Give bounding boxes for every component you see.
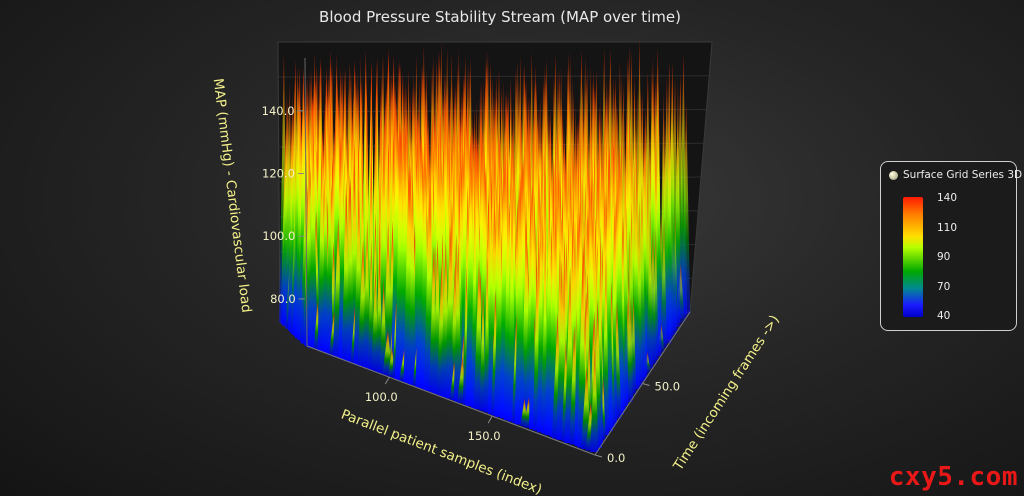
legend-title: Surface Grid Series 3D [889,169,1022,181]
surface-spike [487,178,494,414]
x-axis-ticks: 100.0 150.0 [365,376,501,443]
surface-spike [345,177,355,362]
legend-tick: 140 [937,192,958,204]
surface-spike [483,253,490,413]
watermark-logo: cxy5.com [888,462,1018,492]
surface-spike [646,206,654,369]
plot-area[interactable]: 80.0 100.0 120.0 140.0 100.0 150.0 0.0 50.0 M… [0,0,1000,496]
legend-tick: 90 [937,251,951,263]
surface-spike [536,195,545,433]
surface-spike [379,278,387,374]
surface-spike [590,347,599,453]
surface-spike [479,287,486,411]
chart-title: Blood Pressure Stability Stream (MAP ove… [319,8,681,26]
x-tick-mark [487,415,493,424]
y-axis-ticks: 0.0 50.0 [594,380,681,465]
surface-spike [528,170,536,430]
legend-title-text: Surface Grid Series 3D [903,169,1023,181]
surface-mesh [279,37,691,453]
z-tick-label: 100.0 [262,229,295,243]
surface-spike [514,172,525,425]
box-edge-left [304,57,308,347]
y-axis-label: Time (incoming frames ->) [670,312,783,474]
y-tick-label: 0.0 [607,451,625,465]
legend-tick: 40 [937,310,951,322]
legend-series-dot-icon [889,170,898,180]
wall-grid-line [278,75,710,78]
x-tick-label: 150.0 [468,429,501,443]
surface-spike [308,124,318,348]
y-tick-label: 50.0 [655,380,681,394]
surface-spike [326,133,333,355]
legend-tick: 70 [937,281,951,293]
z-axis-ticks: 80.0 100.0 120.0 140.0 [262,104,305,306]
surface-spike [362,218,371,368]
z-tick-label: 80.0 [270,292,296,306]
z-axis-label: MAP (mmHg) - Cardiovascular load [210,77,255,313]
surface-spike [408,173,417,385]
surface-spike [317,150,325,352]
surface-spike [322,125,329,353]
z-tick-label: 140.0 [262,104,295,118]
surface-spike [678,52,688,319]
x-tick-label: 100.0 [365,390,398,404]
surface-spike [445,224,454,399]
surface-spike [394,128,405,381]
surface-spike [577,260,587,448]
legend[interactable]: Surface Grid Series 3D 140 110 90 70 40 [880,161,1022,331]
z-tick-label: 120.0 [262,167,295,181]
surface-spike [507,185,516,422]
box-edge-bottom-front [306,345,596,456]
legend-tick: 110 [937,222,958,234]
y-tick-mark [594,454,603,458]
x-tick-mark [384,376,390,385]
surface-spike [453,241,462,402]
legend-color-bar [903,197,923,317]
surface-spike [660,217,667,348]
y-tick-mark [642,383,650,386]
surface-spike [549,187,557,437]
surface-spike [367,239,374,370]
